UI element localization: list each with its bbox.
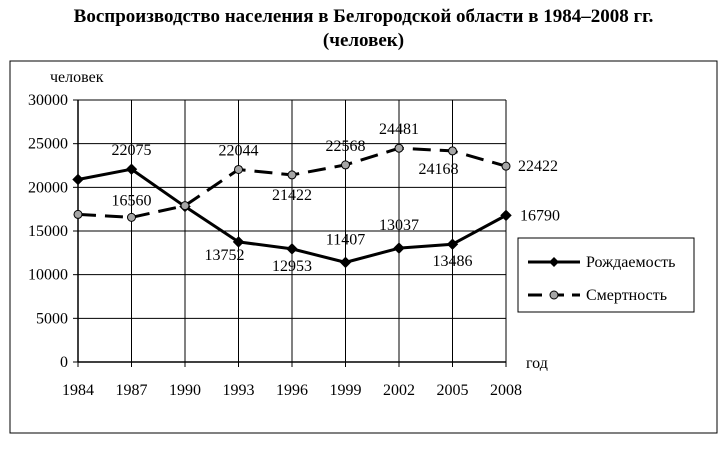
y-tick-label: 20000: [28, 179, 68, 196]
x-tick-label: 2008: [490, 382, 522, 399]
legend: Рождаемость Смертность: [517, 237, 695, 313]
series-point-marker: [180, 201, 190, 211]
x-tick-label: 1984: [62, 382, 94, 399]
data-label: 22568: [326, 138, 366, 155]
chart-title: Воспроизводство населения в Белгородской…: [73, 6, 654, 27]
data-label: 16790: [520, 207, 560, 224]
series-group: [72, 143, 512, 269]
data-label: 21422: [272, 187, 312, 204]
series-point-marker: [234, 164, 243, 174]
y-tick-labels: 0 5000 10000 15000 20000 25000 30000: [28, 92, 68, 371]
y-tick-label: 0: [60, 354, 68, 371]
y-axis-label: человек: [50, 69, 104, 86]
y-tick-label: 10000: [28, 267, 68, 284]
data-label: 13752: [205, 247, 245, 264]
chart-subtitle: (человек): [322, 30, 405, 51]
y-tick-label: 15000: [28, 223, 68, 240]
series-point-marker: [394, 143, 404, 153]
data-label: 22422: [518, 158, 558, 175]
y-tick-label: 25000: [28, 136, 68, 153]
x-tick-labels: 1984 1987 1990 1993 1996 1999 2002 2005 2008: [62, 382, 522, 399]
x-tick-label: 1999: [330, 382, 362, 399]
series-point-marker: [448, 146, 457, 156]
x-tick-label: 2002: [383, 382, 415, 399]
x-tick-label: 1990: [169, 382, 201, 399]
x-tick-label: 1996: [276, 382, 308, 399]
data-label: 22075: [112, 142, 152, 159]
legend-box: [517, 237, 695, 313]
series-point-marker: [500, 209, 512, 222]
x-tick-label: 1987: [116, 382, 148, 399]
legend-marker: [549, 257, 559, 267]
legend-marker: [549, 290, 559, 300]
y-tick-label: 30000: [28, 92, 68, 109]
gridlines: [78, 99, 507, 362]
series-point-marker: [73, 209, 83, 219]
series-point-marker: [127, 212, 136, 222]
axes: [73, 99, 507, 367]
series-point-marker: [125, 163, 138, 175]
chart-frame: [9, 60, 718, 434]
series-point-marker: [287, 170, 297, 180]
series-point-marker: [72, 173, 84, 186]
data-label: 12953: [272, 258, 312, 275]
data-label: 13037: [379, 217, 419, 234]
series-point-marker: [393, 242, 405, 254]
data-label: 24481: [379, 121, 419, 138]
y-tick-label: 5000: [36, 310, 68, 327]
series-point-marker: [501, 161, 511, 171]
series-point-marker: [341, 160, 350, 170]
series-point-marker: [446, 238, 459, 250]
legend-label: Смертность: [586, 287, 667, 304]
data-label: 13486: [433, 253, 473, 270]
x-tick-label: 2005: [437, 382, 469, 399]
series-point-marker: [339, 256, 352, 269]
x-tick-label: 1993: [223, 382, 255, 399]
data-label: 16560: [112, 192, 152, 209]
data-label: 24168: [419, 161, 459, 178]
data-label: 22044: [219, 142, 259, 159]
series-point-marker: [232, 236, 245, 248]
x-axis-label: год: [526, 355, 548, 372]
legend-label: Рождаемость: [586, 254, 675, 271]
data-label: 11407: [326, 231, 365, 248]
series-point-marker: [286, 243, 298, 255]
data-labels: 22075 13752 12953 11407 13037 13486 16790 16560…: [112, 121, 561, 275]
